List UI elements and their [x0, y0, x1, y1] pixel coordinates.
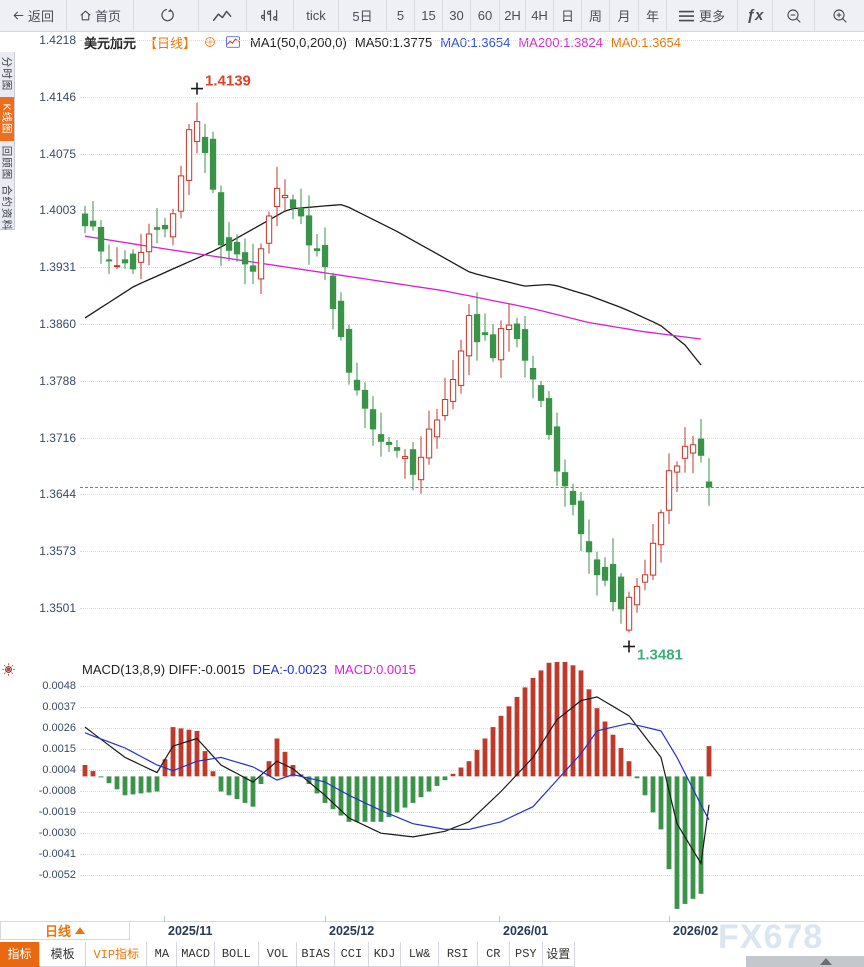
svg-text:1.3481: 1.3481 [637, 647, 683, 664]
svg-text:1.4139: 1.4139 [205, 73, 251, 90]
